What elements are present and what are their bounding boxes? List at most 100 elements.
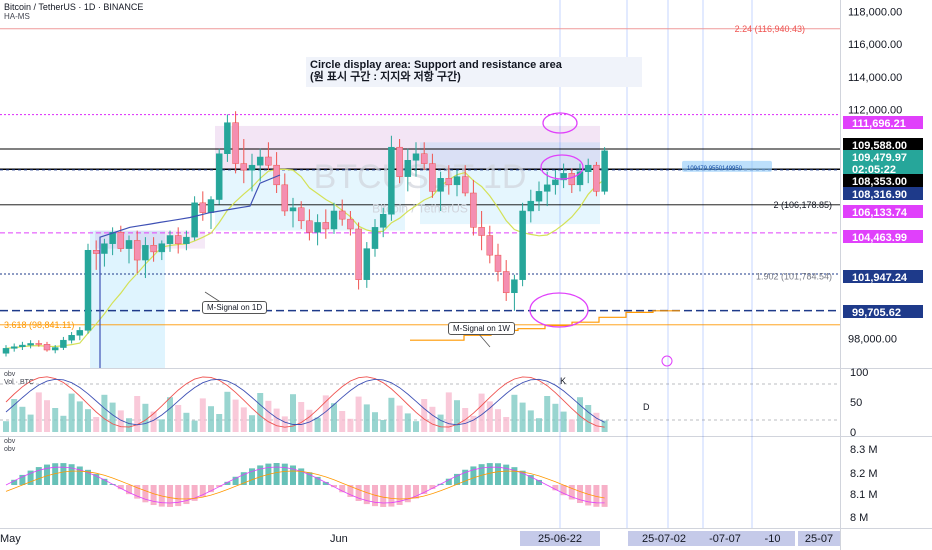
volume-bar bbox=[117, 410, 124, 432]
stoch-d-label: D bbox=[643, 402, 650, 412]
volume-bar bbox=[85, 409, 91, 432]
volume-bar bbox=[224, 391, 231, 432]
candle-body bbox=[527, 200, 535, 212]
volume-bar bbox=[27, 414, 34, 432]
obv-histogram-bar bbox=[142, 485, 149, 503]
volume-bar bbox=[388, 397, 395, 432]
volume-bar bbox=[306, 409, 313, 432]
price-badge bbox=[843, 230, 923, 243]
price-axis-tick: 98,000.00 bbox=[848, 334, 897, 346]
time-axis-highlight-label: 25-07-02 bbox=[642, 533, 686, 545]
obv-histogram-bar bbox=[11, 479, 18, 485]
candle-body bbox=[560, 173, 567, 181]
candle-body bbox=[494, 254, 502, 272]
volume-bar bbox=[478, 393, 485, 432]
candle-body bbox=[101, 243, 108, 254]
obv-histogram-bar bbox=[568, 485, 575, 500]
symbol-title: Bitcoin / TetherUS · 1D · BINANCE bbox=[4, 2, 144, 12]
candle-body bbox=[133, 240, 141, 261]
volume-bar bbox=[503, 417, 510, 432]
candle-body bbox=[486, 235, 494, 256]
volume-bar bbox=[363, 404, 370, 432]
candle-body bbox=[84, 249, 92, 331]
obv-histogram-bar bbox=[19, 474, 26, 485]
volume-bar bbox=[273, 408, 280, 432]
volume-bar bbox=[445, 392, 452, 432]
price-axis-tick: 116,000.00 bbox=[848, 39, 902, 51]
candle-body bbox=[60, 339, 67, 348]
candle-body bbox=[322, 222, 330, 230]
price-badge-text: 99,705.62 bbox=[852, 307, 901, 319]
obv-label-2: obv bbox=[4, 446, 16, 453]
obv-line bbox=[5, 466, 605, 504]
volume-bar bbox=[240, 407, 247, 432]
candle-body bbox=[248, 164, 256, 171]
volume-bar bbox=[93, 417, 100, 432]
volume-bar bbox=[281, 416, 288, 432]
price-badge-text: 109,479.97 bbox=[852, 152, 907, 164]
volume-bar bbox=[11, 399, 18, 432]
candle-body bbox=[388, 146, 395, 215]
volume-bar bbox=[52, 408, 59, 432]
obv-histogram-bar bbox=[199, 485, 206, 497]
volume-bar bbox=[44, 400, 50, 432]
price-badge bbox=[843, 187, 923, 200]
candle-body bbox=[404, 160, 412, 177]
candle-body bbox=[568, 173, 576, 186]
price-badge-text: 104,463.99 bbox=[852, 232, 907, 244]
volume-bar bbox=[150, 411, 157, 432]
volume-bar bbox=[167, 397, 173, 432]
candle-body bbox=[314, 222, 321, 233]
candle-body bbox=[363, 248, 371, 280]
stoch-k-line bbox=[5, 376, 605, 428]
obv-histogram-bar bbox=[167, 485, 173, 507]
time-axis-highlight bbox=[750, 531, 795, 546]
obv-histogram-bar bbox=[134, 485, 141, 499]
candle-body bbox=[10, 346, 18, 349]
fib-label-2: 2 (106,178.85) bbox=[773, 200, 832, 210]
volume-bar bbox=[35, 392, 42, 432]
obv-histogram-bar bbox=[208, 485, 214, 493]
candle-body bbox=[281, 184, 289, 212]
candle-body bbox=[92, 249, 100, 254]
obv-histogram-bar bbox=[429, 485, 436, 490]
obv-histogram-bar bbox=[76, 466, 83, 485]
volume-bar bbox=[183, 412, 190, 432]
candle-body bbox=[199, 202, 207, 213]
time-axis-highlight bbox=[798, 531, 840, 546]
obv-histogram-bar bbox=[413, 485, 419, 499]
time-axis-highlight bbox=[628, 531, 700, 546]
candle-body bbox=[150, 245, 157, 253]
volume-bar bbox=[601, 420, 608, 432]
oscillator-axis-tick: 50 bbox=[850, 397, 862, 409]
volume-bar bbox=[232, 399, 239, 432]
candle-body bbox=[453, 176, 461, 186]
candle-body bbox=[174, 235, 182, 244]
candle-body bbox=[371, 227, 379, 249]
obv-histogram-bar bbox=[35, 467, 42, 485]
obv-histogram-bar bbox=[150, 485, 157, 506]
resistance-circle-top bbox=[542, 112, 578, 134]
volume-bar bbox=[552, 403, 559, 432]
time-axis-highlight-label: -07-07 bbox=[709, 533, 741, 545]
price-badge-text: 109,588.00 bbox=[852, 140, 907, 152]
obv-histogram-bar bbox=[216, 485, 223, 488]
time-axis-highlight-label: 25-07 bbox=[805, 533, 833, 545]
volume-bar bbox=[429, 406, 436, 432]
volume-bar bbox=[511, 394, 518, 432]
obv-histogram-bar bbox=[298, 468, 305, 485]
volume-bar bbox=[314, 417, 321, 432]
obv-histogram-bar bbox=[560, 485, 567, 496]
candle-body bbox=[158, 243, 166, 253]
volume-bar bbox=[519, 402, 526, 432]
obv-histogram-bar bbox=[445, 478, 452, 485]
obv-histogram-bar bbox=[519, 470, 526, 485]
candle-body bbox=[240, 163, 248, 171]
volume-bar bbox=[216, 414, 223, 432]
volume-bar bbox=[101, 394, 108, 432]
obv-histogram-bar bbox=[240, 472, 247, 485]
volume-bar bbox=[208, 406, 214, 432]
candle-body bbox=[289, 207, 297, 212]
candle-body bbox=[191, 202, 198, 238]
price-axis-tick: 114,000.00 bbox=[848, 72, 902, 84]
